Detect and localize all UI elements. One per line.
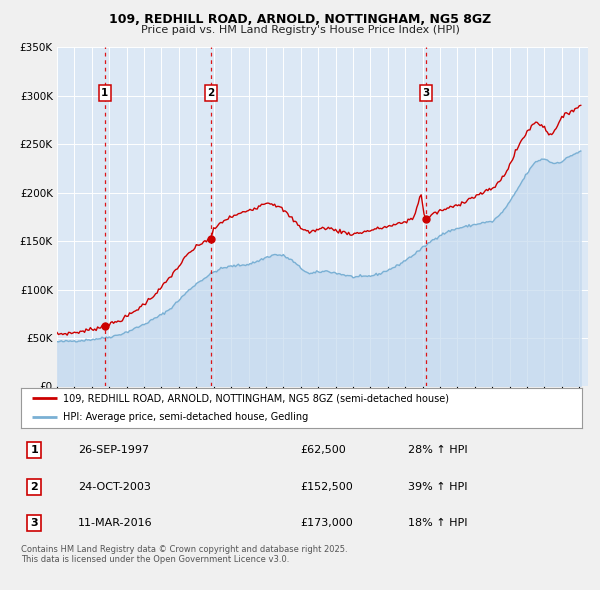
Text: 2: 2 — [31, 482, 38, 491]
Text: £62,500: £62,500 — [300, 445, 346, 455]
Text: 24-OCT-2003: 24-OCT-2003 — [78, 482, 151, 491]
Text: 11-MAR-2016: 11-MAR-2016 — [78, 519, 152, 528]
Text: 39% ↑ HPI: 39% ↑ HPI — [408, 482, 467, 491]
Text: £152,500: £152,500 — [300, 482, 353, 491]
Text: 1: 1 — [31, 445, 38, 455]
Text: 26-SEP-1997: 26-SEP-1997 — [78, 445, 149, 455]
Text: 3: 3 — [422, 88, 430, 98]
Text: HPI: Average price, semi-detached house, Gedling: HPI: Average price, semi-detached house,… — [63, 412, 308, 422]
Text: 1: 1 — [101, 88, 109, 98]
Text: Contains HM Land Registry data © Crown copyright and database right 2025.
This d: Contains HM Land Registry data © Crown c… — [21, 545, 347, 564]
Text: 3: 3 — [31, 519, 38, 528]
Text: 109, REDHILL ROAD, ARNOLD, NOTTINGHAM, NG5 8GZ (semi-detached house): 109, REDHILL ROAD, ARNOLD, NOTTINGHAM, N… — [63, 394, 449, 404]
Text: 28% ↑ HPI: 28% ↑ HPI — [408, 445, 467, 455]
Text: £173,000: £173,000 — [300, 519, 353, 528]
Text: 18% ↑ HPI: 18% ↑ HPI — [408, 519, 467, 528]
Text: Price paid vs. HM Land Registry's House Price Index (HPI): Price paid vs. HM Land Registry's House … — [140, 25, 460, 35]
Text: 109, REDHILL ROAD, ARNOLD, NOTTINGHAM, NG5 8GZ: 109, REDHILL ROAD, ARNOLD, NOTTINGHAM, N… — [109, 13, 491, 26]
Text: 2: 2 — [207, 88, 214, 98]
